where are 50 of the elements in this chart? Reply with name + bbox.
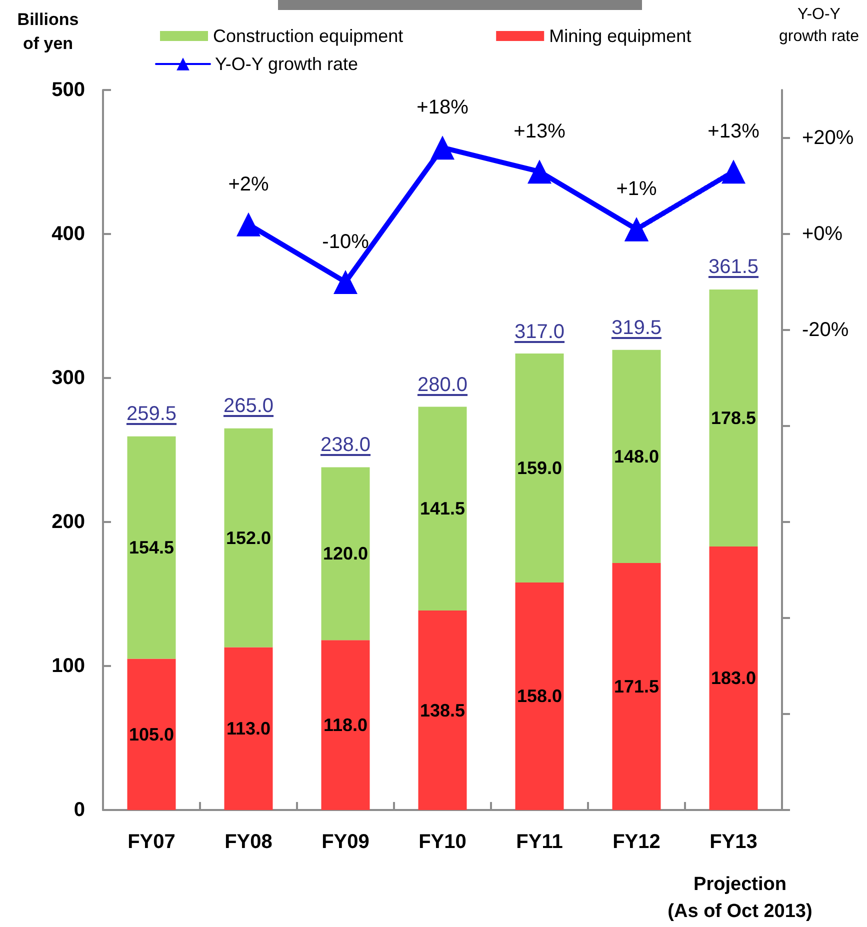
total-label: 238.0 <box>320 434 371 458</box>
data-label: 141.5 <box>420 498 466 519</box>
data-label: 113.0 <box>226 718 271 739</box>
x-tick-label: FY08 <box>224 831 272 853</box>
data-label: 158.0 <box>516 686 562 706</box>
data-label: 105.0 <box>128 724 174 744</box>
y-tick-label: 400 <box>52 223 85 245</box>
y-axis-title: Billions of yen <box>16 9 80 55</box>
data-label: 154.5 <box>128 538 174 558</box>
total-label: 361.5 <box>708 256 759 280</box>
data-label: 171.5 <box>614 676 660 697</box>
total-label: 319.5 <box>611 316 662 340</box>
legend-label: Construction equipment <box>213 26 404 46</box>
data-label: 148.0 <box>614 446 660 466</box>
data-label: +2% <box>228 173 270 196</box>
y2-tick-label: +0% <box>802 223 843 245</box>
y-tick-label: 100 <box>52 655 85 677</box>
x-tick-label: FY11 <box>516 831 563 853</box>
data-label: +13% <box>514 120 566 143</box>
data-label: +1% <box>616 178 658 200</box>
y2-tick-label: +20% <box>802 127 854 149</box>
x-tick-label: FY13 <box>710 831 758 853</box>
data-label: 183.0 <box>710 668 756 688</box>
data-label: +13% <box>708 120 760 143</box>
data-label: 120.0 <box>322 544 368 564</box>
y-tick-label: 0 <box>74 799 85 821</box>
data-label: 138.5 <box>420 700 466 720</box>
data-label: -10% <box>322 231 370 253</box>
y-tick-label: 500 <box>52 79 85 101</box>
total-label: 317.0 <box>514 320 565 344</box>
y-tick-label: 200 <box>52 511 85 533</box>
text: Projection <box>694 874 786 896</box>
total-label: 280.0 <box>417 374 468 397</box>
data-label: 178.5 <box>710 408 756 428</box>
legend-label: Mining equipment <box>549 26 692 46</box>
total-label: 265.0 <box>223 395 274 418</box>
data-label: 159.0 <box>516 458 562 478</box>
x-tick-label: FY07 <box>128 831 176 853</box>
total-label: 259.5 <box>126 403 177 426</box>
data-label: 118.0 <box>323 715 368 736</box>
text: (As of Oct 2013) <box>668 901 812 923</box>
x-tick-label: FY09 <box>322 831 370 853</box>
legend-label: Y-O-Y growth rate <box>215 54 358 74</box>
y-tick-label: 300 <box>52 367 85 389</box>
x-tick-label: FY12 <box>612 831 660 853</box>
x-tick-label: FY10 <box>418 831 466 853</box>
y2-axis-title: Y-O-Y growth rate <box>778 5 860 47</box>
data-label: +18% <box>416 96 469 119</box>
y2-tick-label: -20% <box>802 319 849 341</box>
data-label: 152.0 <box>226 528 272 548</box>
